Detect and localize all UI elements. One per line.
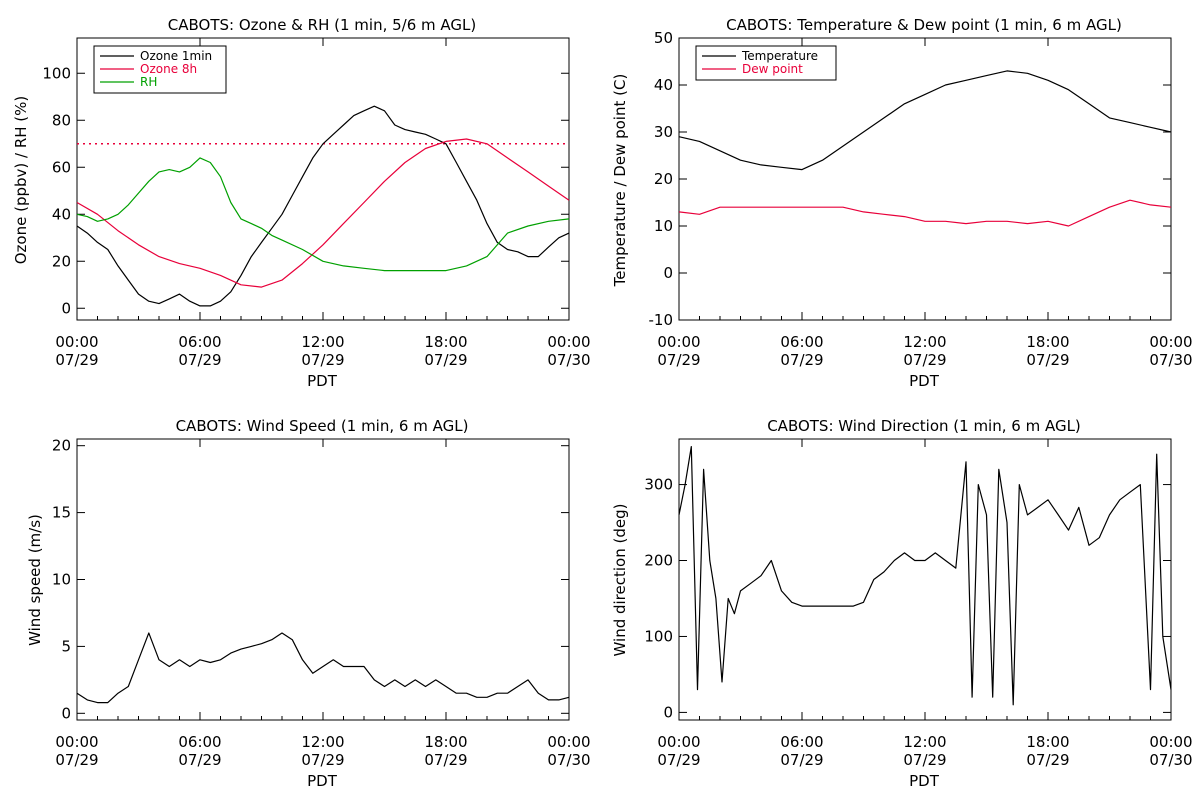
ozone-rh-y-tick-label: 0: [61, 299, 71, 317]
temperature-dewpoint-y-tick-label: 40: [654, 76, 673, 94]
ozone-rh-y-tick-label: 60: [52, 158, 71, 176]
wind-direction-x-tick-label: 06:00 07/29: [780, 733, 823, 769]
wind-direction-series-line: [678, 446, 1172, 706]
wind-speed-x-tick-label: 00:00 07/29: [55, 733, 98, 769]
ozone-rh-axes: 0 20 40 60 80 100 00:00 07/29 06:00 07/29 12:00 07/…: [42, 37, 591, 369]
temperature-dewpoint-x-tick-label: 12:00 07/29: [903, 333, 946, 369]
wind-direction-plot-frame: [678, 438, 1172, 721]
temperature-dewpoint-x-tick-label: 06:00 07/29: [780, 333, 823, 369]
wind-speed-x-tick-label: 18:00 07/29: [424, 733, 467, 769]
temperature-dewpoint-legend-box: [695, 45, 837, 81]
ozone-rh-x-tick-label: 18:00 07/29: [424, 333, 467, 369]
wind-direction-y-tick-label: 0: [663, 703, 673, 721]
ozone-rh-ylabel: Ozone (ppbv) / RH (%): [12, 96, 30, 265]
ozone-rh-x-tick-label: 00:00 07/30: [547, 333, 590, 369]
temperature-dewpoint-xlabel: PDT: [909, 372, 940, 390]
wind-speed-y-tick-label: 10: [52, 571, 71, 589]
wind-direction-xlabel: PDT: [909, 772, 940, 790]
wind-speed-x-tick-label: 06:00 07/29: [178, 733, 221, 769]
temperature-dewpoint-y-tick-label: 50: [654, 29, 673, 47]
ozone-rh-y-tick-label: 20: [52, 252, 71, 270]
wind-speed-title: CABOTS: Wind Speed (1 min, 6 m AGL): [176, 417, 469, 435]
wind-speed-panel: CABOTS: Wind Speed (1 min, 6 m AGL) Wind…: [26, 417, 591, 790]
temperature-dewpoint-x-tick-label: 00:00 07/29: [657, 333, 700, 369]
ozone-rh-xlabel: PDT: [307, 372, 338, 390]
wind-direction-y-tick-label: 200: [644, 552, 673, 570]
wind-direction-axes: 0 100 200 300 00:00 07/29 06:00 07/29 12:00 07/29…: [644, 438, 1193, 769]
wind-direction-title: CABOTS: Wind Direction (1 min, 6 m AGL): [767, 417, 1081, 435]
temperature-dewpoint-series-temperature: [678, 70, 1172, 171]
temperature-dewpoint-x-tick-label: 00:00 07/30: [1149, 333, 1192, 369]
wind-speed-y-tick-label: 15: [52, 504, 71, 522]
wind-speed-axes: 0 5 10 15 20 00:00 07/29 06:00 07/29 12:00 07/29 18…: [52, 437, 591, 769]
wind-speed-ylabel: Wind speed (m/s): [26, 514, 44, 646]
wind-speed-xlabel: PDT: [307, 772, 338, 790]
temperature-dewpoint-y-tick-label: 10: [654, 217, 673, 235]
ozone-rh-x-tick-label: 06:00 07/29: [178, 333, 221, 369]
wind-direction-panel: CABOTS: Wind Direction (1 min, 6 m AGL) …: [611, 417, 1193, 790]
temperature-dewpoint-title: CABOTS: Temperature & Dew point (1 min, …: [726, 16, 1122, 34]
wind-direction-ylabel: Wind direction (deg): [611, 504, 629, 657]
ozone-rh-title: CABOTS: Ozone & RH (1 min, 5/6 m AGL): [168, 16, 476, 34]
ozone-rh-x-tick-label: 12:00 07/29: [301, 333, 344, 369]
ozone-rh-y-tick-label: 100: [42, 64, 71, 82]
temperature-dewpoint-ylabel: Temperature / Dew point (C): [611, 74, 629, 288]
wind-speed-y-tick-label: 5: [61, 637, 71, 655]
wind-speed-plot-frame: [76, 438, 570, 721]
wind-speed-y-tick-label: 20: [52, 437, 71, 455]
temperature-dewpoint-panel: CABOTS: Temperature & Dew point (1 min, …: [611, 16, 1193, 390]
ozone-rh-panel: CABOTS: Ozone & RH (1 min, 5/6 m AGL) Oz…: [12, 16, 591, 390]
temperature-dewpoint-x-tick-label: 18:00 07/29: [1026, 333, 1069, 369]
ozone-rh-series-rh: [76, 157, 570, 272]
wind-speed-x-tick-label: 00:00 07/30: [547, 733, 590, 769]
temperature-dewpoint-axes: -10 0 10 20 30 40 50 00:00 07/29 06:00 07/29 12:00 0…: [649, 29, 1193, 369]
temperature-dewpoint-series-dew-point: [678, 199, 1172, 227]
temperature-dewpoint-legend-label: Dew point: [742, 62, 803, 76]
ozone-rh-series-ozone-1min: [76, 105, 570, 307]
temperature-dewpoint-legend-label: Temperature: [741, 49, 818, 63]
wind-direction-x-tick-label: 00:00 07/29: [657, 733, 700, 769]
wind-direction-y-tick-label: 300: [644, 476, 673, 494]
ozone-rh-y-tick-label: 40: [52, 205, 71, 223]
ozone-rh-legend-label: Ozone 8h: [140, 62, 197, 76]
wind-direction-x-tick-label: 00:00 07/30: [1149, 733, 1192, 769]
ozone-rh-series-ozone-8h: [76, 138, 570, 288]
ozone-rh-y-tick-label: 80: [52, 111, 71, 129]
wind-speed-x-tick-label: 12:00 07/29: [301, 733, 344, 769]
wind-speed-series-line: [76, 632, 570, 704]
temperature-dewpoint-y-tick-label: 0: [663, 264, 673, 282]
ozone-rh-legend-label: RH: [140, 75, 157, 89]
wind-speed-y-tick-label: 0: [61, 704, 71, 722]
temperature-dewpoint-y-tick-label: 20: [654, 170, 673, 188]
temperature-dewpoint-y-tick-label: 30: [654, 123, 673, 141]
ozone-rh-legend-label: Ozone 1min: [140, 49, 212, 63]
wind-direction-x-tick-label: 18:00 07/29: [1026, 733, 1069, 769]
wind-direction-y-tick-label: 100: [644, 627, 673, 645]
temperature-dewpoint-y-tick-label: -10: [649, 311, 674, 329]
ozone-rh-x-tick-label: 00:00 07/29: [55, 333, 98, 369]
wind-direction-x-tick-label: 12:00 07/29: [903, 733, 946, 769]
